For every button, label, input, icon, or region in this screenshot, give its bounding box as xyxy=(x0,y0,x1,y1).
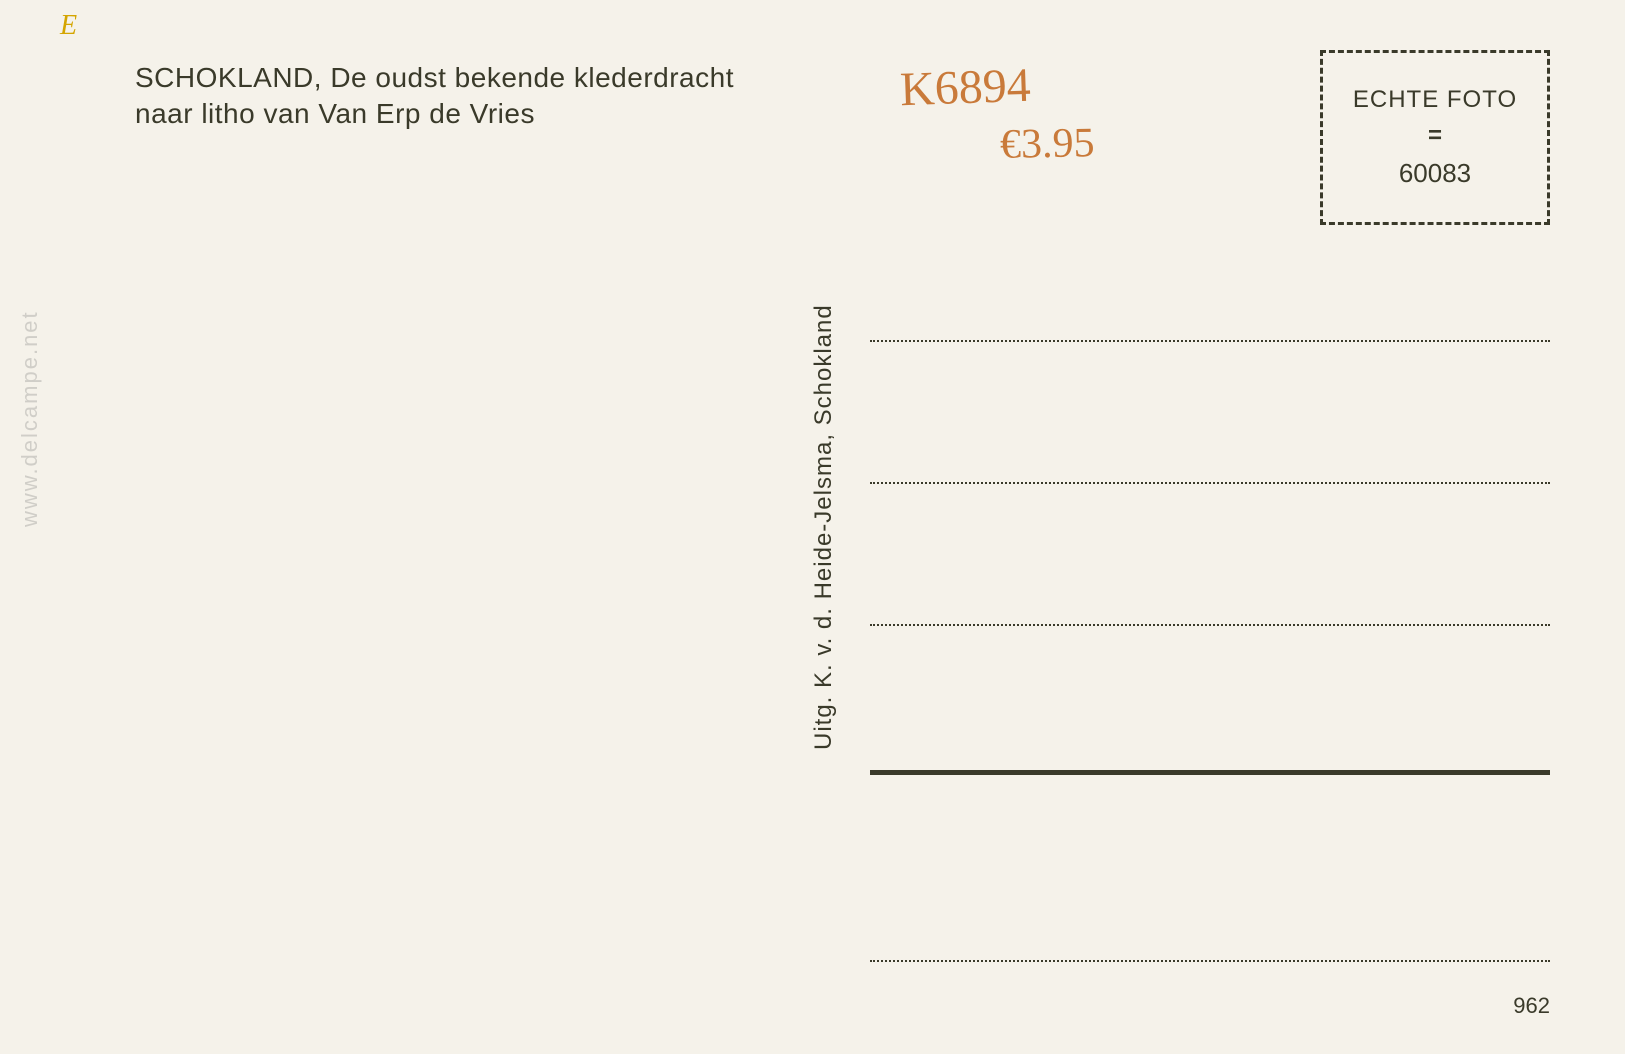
address-line-group xyxy=(870,340,1550,766)
stamp-equals-symbol: = xyxy=(1428,122,1442,150)
stamp-text-label: ECHTE FOTO xyxy=(1353,86,1517,114)
stamp-placeholder-box: ECHTE FOTO = 60083 xyxy=(1320,50,1550,225)
address-solid-divider xyxy=(870,770,1550,775)
header-line1: De oudst bekende klederdracht xyxy=(322,62,734,93)
address-bottom-line xyxy=(870,960,1550,962)
watermark-text: www.delcampe.net xyxy=(17,310,43,527)
handwritten-code: K6894 xyxy=(899,58,1032,118)
header-line2: naar litho van Van Erp de Vries xyxy=(135,98,535,129)
publisher-credit: Uitg. K. v. d. Heide-Jelsma, Schokland xyxy=(810,220,838,750)
stamp-number: 60083 xyxy=(1399,158,1471,189)
serial-number: 962 xyxy=(1513,993,1550,1019)
address-line-2 xyxy=(870,482,1550,484)
handwritten-price: €3.95 xyxy=(1000,119,1095,169)
address-line-1 xyxy=(870,340,1550,342)
header-title: SCHOKLAND, xyxy=(135,62,322,93)
corner-annotation: E xyxy=(60,10,77,42)
postcard-back: E SCHOKLAND, De oudst bekende klederdrac… xyxy=(0,0,1625,1054)
address-line-3 xyxy=(870,624,1550,626)
header-description: SCHOKLAND, De oudst bekende klederdracht… xyxy=(135,60,734,133)
